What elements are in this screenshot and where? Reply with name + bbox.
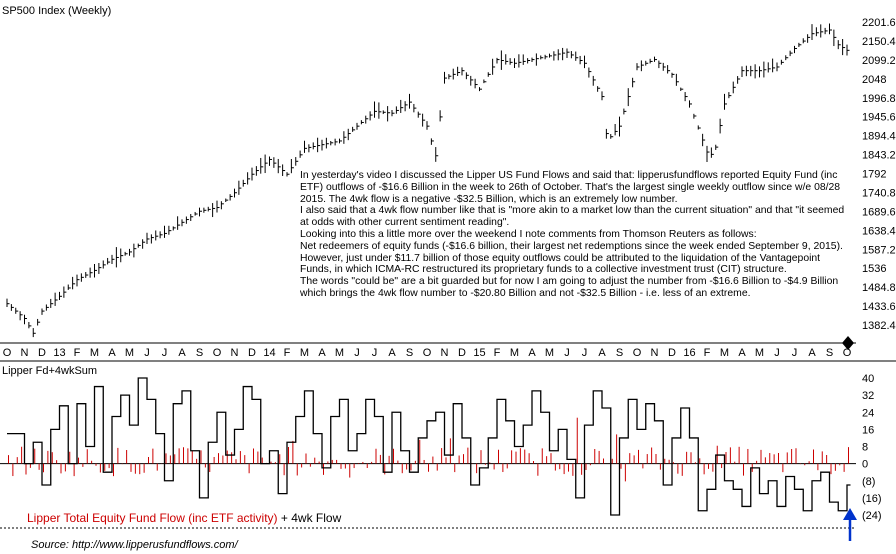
top-y-tick-label: 2048 xyxy=(862,74,886,86)
top-y-tick-label: 1689.6 xyxy=(862,206,896,218)
blue-arrow xyxy=(843,508,857,541)
four-week-flow-line xyxy=(7,377,851,516)
x-month-label: M xyxy=(300,347,309,359)
x-month-label: A xyxy=(178,347,186,359)
x-month-label: D xyxy=(668,347,676,359)
x-month-label: D xyxy=(38,347,46,359)
legend-flow-label: Lipper Total Equity Fund Flow (inc ETF a… xyxy=(27,511,278,525)
source-link[interactable]: Source: http://www.lipperusfundflows.com… xyxy=(31,539,238,551)
x-month-label: F xyxy=(704,347,711,359)
bottom-y-tick-label: (8) xyxy=(862,476,875,488)
top-y-tick-label: 1433.6 xyxy=(862,301,896,313)
top-y-tick-label: 1740.8 xyxy=(862,187,896,199)
x-month-label: M xyxy=(755,347,764,359)
x-month-label: 15 xyxy=(473,347,485,359)
x-month-label: A xyxy=(528,347,536,359)
x-month-label: A xyxy=(318,347,326,359)
top-chart-title: SP500 Index (Weekly) xyxy=(2,5,111,17)
bottom-y-tick-label: 0 xyxy=(862,459,868,471)
x-month-label: O xyxy=(843,347,852,359)
x-month-label: O xyxy=(633,347,642,359)
bottom-y-ticks: 40 32 24 16 8 0 (8) (16) (24) xyxy=(862,373,882,522)
x-month-label: F xyxy=(494,347,501,359)
x-month-label: O xyxy=(3,347,12,359)
x-month-label: S xyxy=(406,347,413,359)
flow-bars xyxy=(8,417,849,482)
bottom-y-tick-label: 32 xyxy=(862,390,874,402)
x-month-label: A xyxy=(738,347,746,359)
legend-4wk-label: + 4wk Flow xyxy=(277,511,342,525)
x-month-label: J xyxy=(564,347,570,359)
top-y-tick-label: 1638.4 xyxy=(862,225,896,237)
x-month-label: M xyxy=(90,347,99,359)
x-month-label: A xyxy=(388,347,396,359)
top-y-tick-label: 2099.2 xyxy=(862,55,896,67)
top-y-tick-label: 1945.6 xyxy=(862,112,896,124)
x-month-label: 16 xyxy=(683,347,695,359)
x-month-label: N xyxy=(441,347,449,359)
x-month-label: M xyxy=(335,347,344,359)
bottom-y-tick-label: 24 xyxy=(862,407,874,419)
x-month-label: O xyxy=(423,347,432,359)
top-y-tick-label: 1484.8 xyxy=(862,282,896,294)
x-month-label: J xyxy=(162,347,168,359)
x-month-label: N xyxy=(231,347,239,359)
top-y-tick-label: 1894.4 xyxy=(862,131,896,143)
x-month-label: J xyxy=(144,347,150,359)
commentary-box: In yesterday's video I discussed the Lip… xyxy=(297,169,853,301)
commentary-paragraph-2: I also said that a 4wk flow number like … xyxy=(300,205,845,229)
x-month-label: N xyxy=(21,347,29,359)
top-ohlc-bars xyxy=(6,23,850,338)
commentary-paragraph-5: The words "could be" are a bit guarded b… xyxy=(300,276,839,299)
top-y-tick-label: 2150.4 xyxy=(862,36,896,48)
top-y-ticks: 2201.6 2150.4 2099.2 2048 1996.8 1945.6 1894.4… xyxy=(862,17,896,332)
x-month-label: A xyxy=(808,347,816,359)
bottom-y-tick-label: 16 xyxy=(862,424,874,436)
x-month-label: M xyxy=(510,347,519,359)
x-month-label: J xyxy=(774,347,780,359)
commentary-paragraph-4: Net redeemers of equity funds (-$16.6 bi… xyxy=(300,240,843,276)
top-y-tick-label: 1382.4 xyxy=(862,320,896,332)
commentary-paragraph-1: In yesterday's video I discussed the Lip… xyxy=(300,170,841,205)
x-month-label: 14 xyxy=(263,347,275,359)
scroll-arrow-icon[interactable] xyxy=(842,336,854,350)
x-month-label: N xyxy=(651,347,659,359)
x-month-label: J xyxy=(372,347,378,359)
x-month-label: M xyxy=(125,347,134,359)
x-month-label: S xyxy=(826,347,833,359)
x-month-label: M xyxy=(545,347,554,359)
top-y-tick-label: 1536 xyxy=(862,263,886,275)
x-month-label: F xyxy=(74,347,81,359)
x-month-label: A xyxy=(598,347,606,359)
x-month-label: S xyxy=(616,347,623,359)
x-month-label: O xyxy=(213,347,222,359)
top-y-tick-label: 1996.8 xyxy=(862,93,896,105)
commentary-paragraph-3: Looking into this a little more over the… xyxy=(300,228,757,240)
top-y-tick-label: 1792 xyxy=(862,169,886,181)
x-month-label: F xyxy=(284,347,291,359)
x-month-label: J xyxy=(354,347,360,359)
bottom-y-tick-label: 40 xyxy=(862,373,874,385)
x-month-label: J xyxy=(582,347,588,359)
legend: Lipper Total Equity Fund Flow (inc ETF a… xyxy=(27,511,341,525)
top-y-tick-label: 1587.2 xyxy=(862,244,896,256)
x-month-label: D xyxy=(248,347,256,359)
x-month-labels: O N D 13 F M A M J J A S O N D 14 F M A M J J A S O N D 15 F M A M J J A S O… xyxy=(3,347,852,359)
top-y-tick-label: 1843.2 xyxy=(862,150,896,162)
x-month-label: 13 xyxy=(53,347,65,359)
bottom-chart-title: Lipper Fd+4wkSum xyxy=(2,365,97,377)
x-month-label: S xyxy=(196,347,203,359)
x-month-label: J xyxy=(792,347,798,359)
bottom-y-tick-label: (24) xyxy=(862,510,882,522)
bottom-y-tick-label: (16) xyxy=(862,493,882,505)
x-month-label: D xyxy=(458,347,466,359)
x-month-label: A xyxy=(108,347,116,359)
top-y-tick-label: 2201.6 xyxy=(862,17,896,29)
bottom-y-tick-label: 8 xyxy=(862,442,868,454)
x-month-label: M xyxy=(720,347,729,359)
